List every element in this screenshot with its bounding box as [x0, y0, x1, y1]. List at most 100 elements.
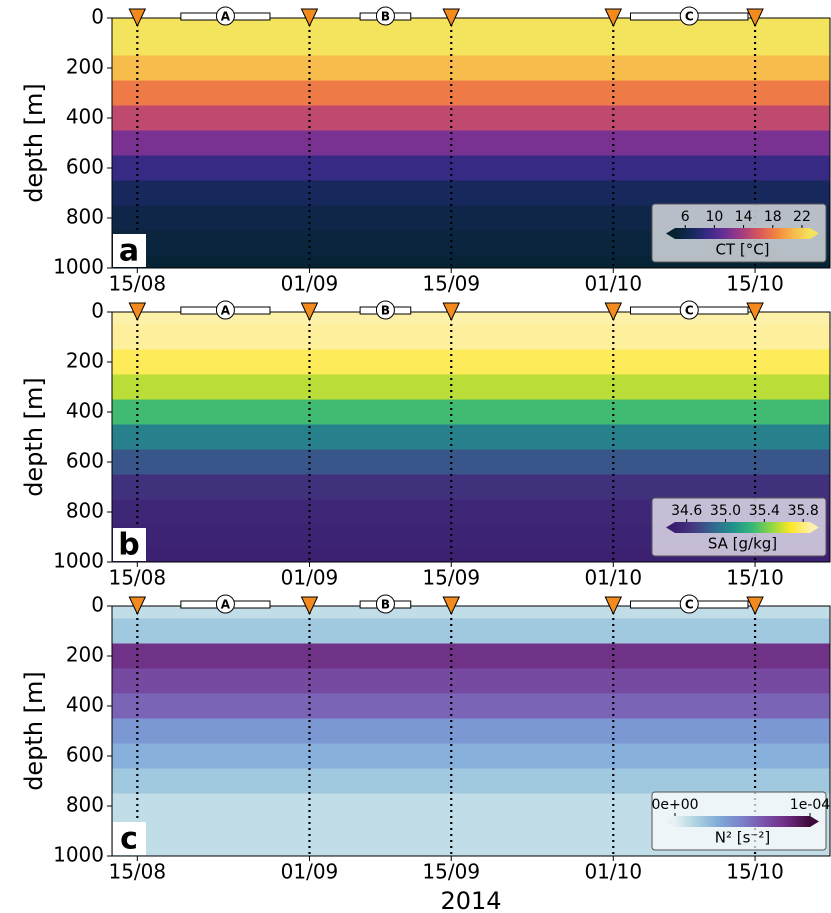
event-marker	[442, 302, 461, 322]
colorbar-swatch	[787, 228, 791, 239]
event-marker	[442, 8, 461, 28]
heatmap-cell	[112, 30, 830, 56]
colorbar-swatch	[720, 816, 723, 827]
colorbar-swatch	[722, 816, 725, 827]
colorbar-swatch	[735, 522, 739, 533]
period-label: A	[221, 304, 231, 318]
colorbar-swatch	[677, 816, 680, 827]
colorbar-swatch	[789, 228, 793, 239]
y-tick-label: 400	[66, 693, 104, 717]
colorbar-swatch	[742, 816, 746, 827]
colorbar-swatch	[690, 228, 694, 239]
colorbar-swatch	[724, 228, 728, 239]
colorbar-swatch	[762, 816, 766, 827]
heatmap-cell	[112, 843, 830, 857]
colorbar-swatch	[735, 228, 739, 239]
heatmap-cell	[112, 549, 830, 563]
colorbar-swatch	[731, 522, 734, 533]
y-tick-label: 800	[66, 205, 104, 229]
x-tick-label: 01/09	[281, 272, 339, 296]
x-tick-label: 01/09	[281, 860, 339, 884]
colorbar-swatch	[762, 522, 766, 533]
colorbar-swatch	[776, 228, 779, 239]
colorbar-swatch	[771, 522, 775, 533]
colorbar-swatch	[798, 522, 802, 533]
colorbar-swatch	[684, 522, 687, 533]
colorbar-swatch	[733, 522, 737, 533]
colorbar-swatch	[776, 816, 779, 827]
colorbar-swatch	[807, 816, 811, 827]
colorbar-swatch	[792, 228, 795, 239]
heatmap-cell	[112, 474, 830, 500]
colorbar-swatch	[805, 816, 809, 827]
colorbar-tick-label: 35.8	[788, 503, 819, 519]
colorbar-swatch	[794, 816, 797, 827]
colorbar-swatch	[731, 816, 734, 827]
heatmap-cell	[112, 399, 830, 425]
colorbar-swatch	[792, 816, 795, 827]
colorbar-swatch	[807, 228, 811, 239]
colorbar-swatch	[697, 816, 701, 827]
x-tick-label: 15/08	[108, 860, 166, 884]
period-label: B	[381, 10, 390, 24]
colorbar-swatch	[771, 816, 775, 827]
colorbar-swatch	[720, 522, 723, 533]
colorbar-swatch	[783, 228, 786, 239]
heatmap-cell	[112, 349, 830, 375]
event-marker	[300, 8, 319, 28]
x-tick-label: 15/08	[108, 272, 166, 296]
colorbar-tick-label: 34.6	[671, 503, 702, 519]
colorbar-swatch	[740, 228, 743, 239]
colorbar-swatch	[708, 816, 712, 827]
colorbar-swatch	[771, 228, 775, 239]
colorbar-swatch	[717, 816, 721, 827]
colorbar-swatch	[699, 228, 703, 239]
x-tick-label: 15/10	[726, 860, 784, 884]
colorbar-swatch	[794, 228, 797, 239]
colorbar-swatch	[724, 522, 728, 533]
panel-label: b	[118, 528, 139, 563]
event-marker	[746, 596, 764, 616]
y-tick-label: 800	[66, 793, 104, 817]
colorbar-swatch	[695, 816, 698, 827]
event-marker	[604, 8, 623, 28]
colorbar-swatch	[681, 816, 685, 827]
colorbar-swatch	[796, 816, 800, 827]
y-tick-label: 400	[66, 105, 104, 129]
heatmap-cell	[112, 668, 830, 694]
colorbar-swatch	[744, 228, 748, 239]
heatmap-cell	[112, 743, 830, 769]
colorbar-swatch	[785, 816, 788, 827]
y-tick-label: 0	[91, 5, 104, 29]
x-tick-label: 15/09	[422, 566, 480, 590]
colorbar-swatch	[715, 228, 719, 239]
colorbar-swatch	[724, 816, 728, 827]
colorbar-swatch	[711, 522, 714, 533]
colorbar-swatch	[803, 816, 806, 827]
y-tick-label: 1000	[53, 255, 104, 279]
heatmap-cell	[112, 18, 830, 31]
colorbar-swatch	[693, 816, 696, 827]
period-badge	[215, 594, 235, 614]
colorbar-arrow-high	[810, 816, 819, 827]
colorbar-swatch	[785, 522, 788, 533]
event-marker	[604, 596, 623, 616]
heatmap-cell	[112, 449, 830, 475]
colorbar-swatch	[767, 522, 770, 533]
y-tick-label: 0	[91, 593, 104, 617]
x-tick-label: 01/10	[584, 272, 642, 296]
colorbar-swatch	[803, 522, 806, 533]
heatmap-cell	[112, 643, 830, 669]
colorbar-swatch	[751, 228, 755, 239]
colorbar-swatch	[738, 816, 741, 827]
colorbar-swatch	[677, 522, 680, 533]
colorbar-swatch	[699, 522, 703, 533]
colorbar-swatch	[706, 228, 710, 239]
colorbar-swatch	[702, 816, 705, 827]
colorbar-swatch	[803, 228, 806, 239]
colorbar-swatch	[780, 522, 784, 533]
colorbar-swatch	[713, 522, 716, 533]
heatmap-cell	[112, 155, 830, 181]
colorbar-swatch	[731, 228, 734, 239]
event-marker	[128, 596, 147, 616]
